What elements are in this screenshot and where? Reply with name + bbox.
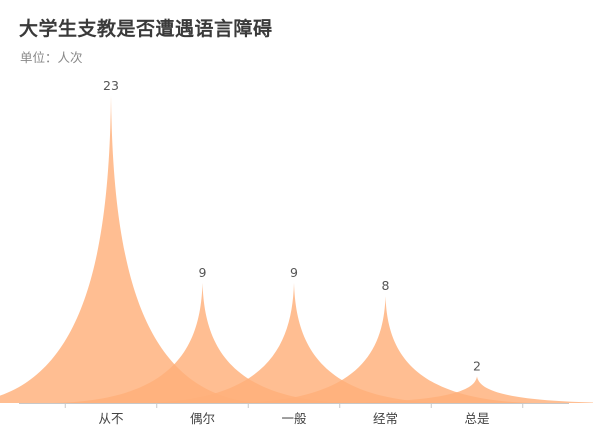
chart-subtitle: 单位：人次 xyxy=(20,50,83,65)
data-label-总是: 2 xyxy=(473,358,481,373)
chart-title: 大学生支教是否遭遇语言障碍 xyxy=(19,18,273,40)
spike-偶尔[interactable] xyxy=(52,282,353,403)
x-tick-label-偶尔: 偶尔 xyxy=(190,411,215,426)
spike-经常[interactable] xyxy=(235,296,536,403)
data-label-从不: 23 xyxy=(103,78,119,93)
spike-从不[interactable] xyxy=(0,96,261,403)
x-tick-label-总是: 总是 xyxy=(464,411,490,426)
data-label-经常: 8 xyxy=(382,278,390,293)
x-tick-label-经常: 经常 xyxy=(373,411,398,426)
spike-一般[interactable] xyxy=(144,282,444,403)
x-tick-label-从不: 从不 xyxy=(98,411,123,426)
x-tick-label-一般: 一般 xyxy=(281,411,307,426)
data-label-偶尔: 9 xyxy=(199,265,207,280)
data-label-一般: 9 xyxy=(290,265,298,280)
spike-总是[interactable] xyxy=(327,376,593,403)
